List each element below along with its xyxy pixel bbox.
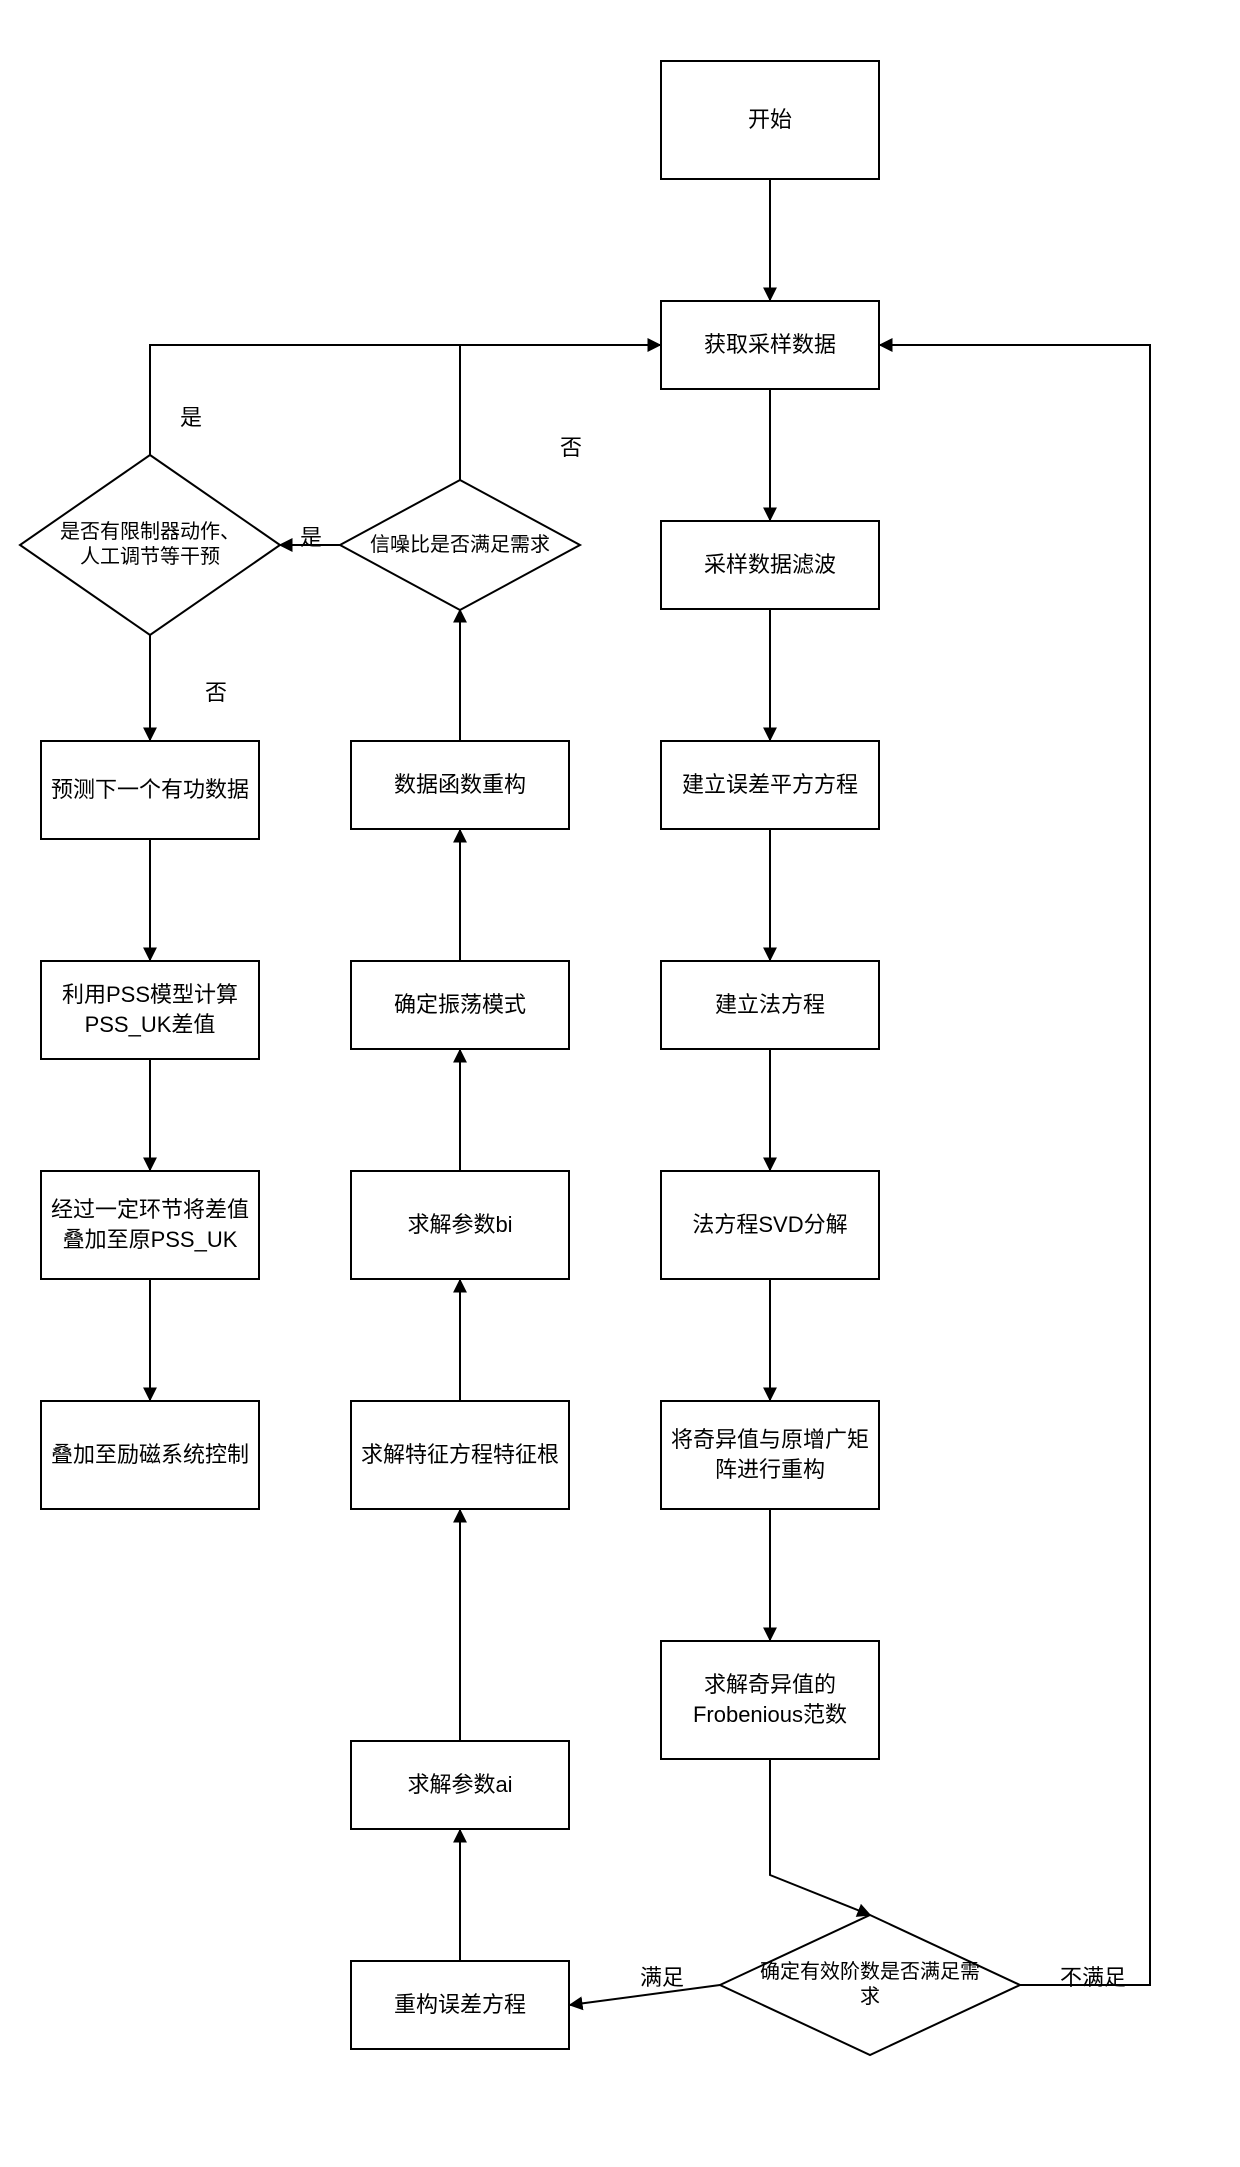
node-label-rebuild_err: 重构误差方程 — [394, 1990, 526, 2020]
node-label-solve_ai: 求解参数ai — [407, 1770, 512, 1800]
node-label-start: 开始 — [748, 105, 792, 135]
node-label-overlay: 经过一定环节将差值叠加至原PSS_UK — [50, 1195, 250, 1254]
node-label-normal: 建立法方程 — [715, 990, 825, 1020]
node-label-recon: 将奇异值与原增广矩阵进行重构 — [670, 1425, 870, 1484]
edge-label-order_yes: 满足 — [640, 1960, 684, 1992]
node-svd: 法方程SVD分解 — [660, 1170, 880, 1280]
node-label-char_root: 求解特征方程特征根 — [361, 1440, 559, 1470]
node-label-solve_bi: 求解参数bi — [407, 1210, 512, 1240]
node-solve_ai: 求解参数ai — [350, 1740, 570, 1830]
diamond-label-snr_ok: 信噪比是否满足需求 — [370, 503, 550, 588]
node-err2: 建立误差平方方程 — [660, 740, 880, 830]
node-label-data_recon: 数据函数重构 — [394, 770, 526, 800]
node-sample: 获取采样数据 — [660, 300, 880, 390]
node-label-frob: 求解奇异值的Frobenious范数 — [670, 1670, 870, 1729]
node-label-err2: 建立误差平方方程 — [682, 770, 858, 800]
node-label-filter: 采样数据滤波 — [704, 550, 836, 580]
diamond-label-intervene: 是否有限制器动作、人工调节等干预 — [53, 487, 248, 604]
edge-label-intv_no: 否 — [205, 675, 227, 707]
flowchart-canvas: 开始获取采样数据采样数据滤波建立误差平方方程建立法方程法方程SVD分解将奇异值与… — [0, 0, 1240, 2167]
node-label-pss_diff: 利用PSS模型计算PSS_UK差值 — [50, 980, 250, 1039]
edge-label-intv_yes: 是 — [180, 400, 202, 432]
node-pss_diff: 利用PSS模型计算PSS_UK差值 — [40, 960, 260, 1060]
node-excite: 叠加至励磁系统控制 — [40, 1400, 260, 1510]
edge-label-snr_yes: 是 — [300, 520, 322, 552]
node-predict: 预测下一个有功数据 — [40, 740, 260, 840]
node-solve_bi: 求解参数bi — [350, 1170, 570, 1280]
node-label-predict: 预测下一个有功数据 — [51, 775, 249, 805]
node-osc_mode: 确定振荡模式 — [350, 960, 570, 1050]
node-label-osc_mode: 确定振荡模式 — [394, 990, 526, 1020]
node-overlay: 经过一定环节将差值叠加至原PSS_UK — [40, 1170, 260, 1280]
node-start: 开始 — [660, 60, 880, 180]
node-frob: 求解奇异值的Frobenious范数 — [660, 1640, 880, 1760]
edge-label-order_no: 不满足 — [1060, 1960, 1126, 1992]
node-filter: 采样数据滤波 — [660, 520, 880, 610]
edge-label-snr_no: 否 — [560, 430, 582, 462]
node-data_recon: 数据函数重构 — [350, 740, 570, 830]
node-recon: 将奇异值与原增广矩阵进行重构 — [660, 1400, 880, 1510]
node-char_root: 求解特征方程特征根 — [350, 1400, 570, 1510]
edges-layer — [0, 0, 1240, 2167]
diamond-label-order_ok: 确定有效阶数是否满足需求 — [758, 1940, 983, 2031]
node-label-svd: 法方程SVD分解 — [692, 1210, 847, 1240]
node-normal: 建立法方程 — [660, 960, 880, 1050]
node-rebuild_err: 重构误差方程 — [350, 1960, 570, 2050]
node-label-excite: 叠加至励磁系统控制 — [51, 1440, 249, 1470]
node-label-sample: 获取采样数据 — [704, 330, 836, 360]
